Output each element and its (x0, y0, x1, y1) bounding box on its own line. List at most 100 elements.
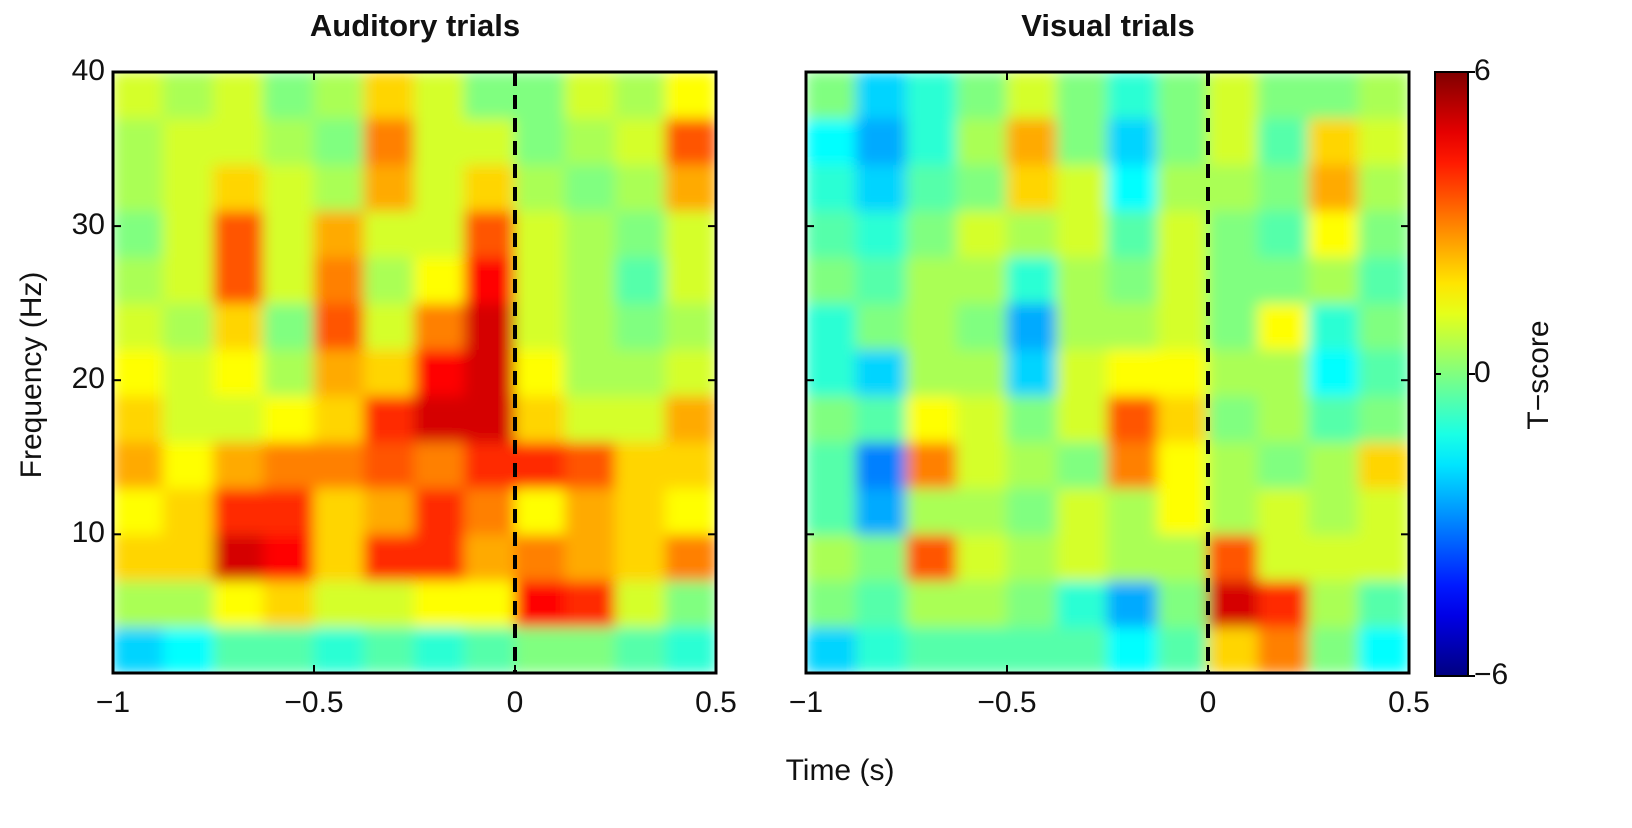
x-tick-label: −0.5 (977, 686, 1036, 719)
heatmap-cell (514, 580, 566, 628)
heatmap-cell (113, 72, 164, 119)
heatmap-cell (464, 163, 516, 212)
heatmap-cell (363, 256, 415, 304)
heatmap-cell (113, 487, 164, 535)
heatmap-cell (113, 210, 164, 258)
heatmap-cell (1308, 117, 1360, 165)
heatmap-cell (906, 72, 958, 119)
heatmap-cell (162, 626, 214, 673)
x-tick-label: −0.5 (284, 686, 343, 719)
heatmap-cell (615, 117, 667, 165)
heatmap-cell (1257, 302, 1309, 350)
heatmap-cell (615, 533, 667, 582)
heatmap-cell (806, 210, 857, 258)
heatmap-cell (956, 348, 1008, 397)
heatmap-cell (464, 210, 516, 258)
heatmap-cell (1157, 163, 1209, 212)
heatmap-cell (464, 302, 516, 350)
heatmap-cell (1308, 626, 1360, 673)
colorbar-label: T−score (1522, 320, 1555, 429)
heatmap-cell (1207, 117, 1259, 165)
heatmap-cell (615, 395, 667, 443)
heatmap-cell (956, 256, 1008, 304)
heatmap-cell (414, 533, 466, 582)
heatmap-cell (464, 256, 516, 304)
heatmap-cell (162, 533, 214, 582)
heatmap-cell (263, 302, 315, 350)
heatmap-cell (1006, 626, 1058, 673)
heatmap-cell (806, 348, 857, 397)
heatmap-cell (1056, 210, 1108, 258)
heatmap-cell (906, 117, 958, 165)
heatmap-cell (213, 580, 265, 628)
heatmap-cell (263, 533, 315, 582)
heatmap-cell (414, 117, 466, 165)
heatmap-cell (113, 163, 164, 212)
heatmap-cell (806, 441, 857, 489)
heatmap-cell (313, 348, 365, 397)
heatmap-cell (414, 256, 466, 304)
heatmap-cell (1157, 117, 1209, 165)
heatmap-cell (1207, 441, 1259, 489)
heatmap-cell (564, 256, 616, 304)
heatmap-cell (1308, 163, 1360, 212)
heatmap-cell (263, 163, 315, 212)
heatmap-cell (1257, 210, 1309, 258)
heatmap-cell (1107, 626, 1159, 673)
heatmap-cell (313, 580, 365, 628)
heatmap-cell (514, 210, 566, 258)
heatmap-cell (313, 117, 365, 165)
y-tick-label: 10 (72, 516, 105, 549)
heatmap-cell (113, 395, 164, 443)
heatmap-cell (956, 395, 1008, 443)
panel-title: Visual trials (1021, 8, 1194, 43)
heatmap-cell (1006, 72, 1058, 119)
heatmap-cell (363, 626, 415, 673)
heatmap-cell (1107, 117, 1159, 165)
heatmap-cell (1257, 163, 1309, 212)
y-tick-label: 30 (72, 208, 105, 241)
heatmap-cell (1006, 348, 1058, 397)
heatmap-area (113, 72, 716, 673)
x-tick-label: 0.5 (1388, 686, 1430, 719)
heatmap-cell (263, 395, 315, 443)
panel-title: Auditory trials (310, 8, 520, 43)
heatmap-cell (363, 302, 415, 350)
heatmap-cell (564, 533, 616, 582)
heatmap-cell (162, 210, 214, 258)
heatmap-cell (1056, 256, 1108, 304)
heatmap-cell (615, 210, 667, 258)
heatmap-cell (1358, 72, 1409, 119)
heatmap-cell (514, 302, 566, 350)
heatmap-cell (514, 441, 566, 489)
y-axis-label: Frequency (Hz) (15, 272, 48, 479)
heatmap-cell (906, 163, 958, 212)
heatmap-cell (363, 210, 415, 258)
heatmap-cell (1157, 441, 1209, 489)
plot-frame (804, 70, 1411, 675)
heatmap-cell (1006, 487, 1058, 535)
heatmap-cell (806, 533, 857, 582)
heatmap-cell (1056, 395, 1108, 443)
heatmap-cell (363, 348, 415, 397)
heatmap-cell (1006, 302, 1058, 350)
heatmap-cell (414, 302, 466, 350)
heatmap-cell (806, 302, 857, 350)
heatmap-cell (956, 72, 1008, 119)
heatmap-cell (906, 302, 958, 350)
heatmap-cell (263, 210, 315, 258)
heatmap-cell (213, 626, 265, 673)
x-tick-label: 0.5 (695, 686, 737, 719)
heatmap-cell (313, 441, 365, 489)
heatmap-cell (313, 487, 365, 535)
heatmap-cell (1257, 487, 1309, 535)
heatmap-cell (1358, 210, 1409, 258)
heatmap-cell (665, 487, 716, 535)
heatmap-cell (213, 210, 265, 258)
heatmap-cell (363, 395, 415, 443)
heatmap-cell (1358, 256, 1409, 304)
heatmap-cell (1107, 533, 1159, 582)
heatmap-cell (906, 580, 958, 628)
heatmap-cell (1056, 626, 1108, 673)
